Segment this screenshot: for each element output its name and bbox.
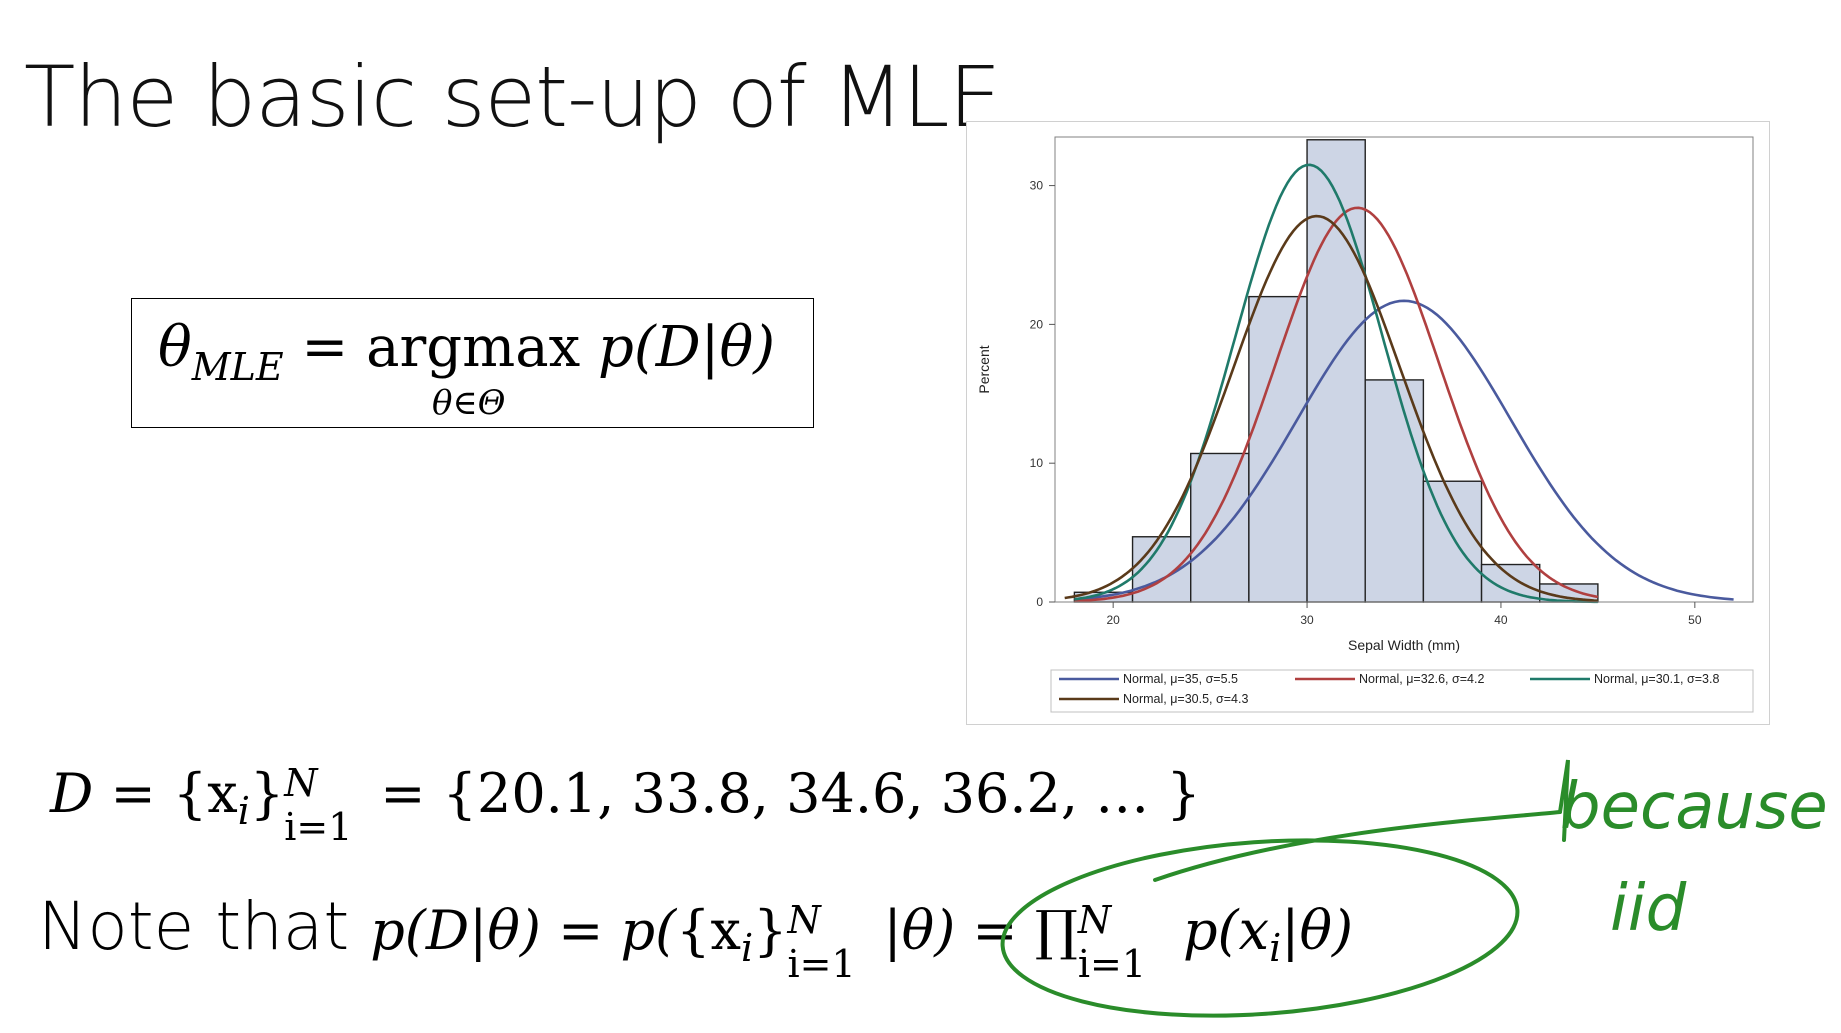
- histogram-chart-frame: 0 10 20 30 20 30 40 50 Percent Sepal Width (mm)…: [966, 121, 1770, 725]
- note-product-upper: N: [1077, 898, 1112, 942]
- x-tick-label: 40: [1494, 613, 1508, 627]
- legend-label-2: Normal, μ=32.6, σ=4.2: [1359, 672, 1484, 686]
- dataset-lower-limit: i=1: [284, 805, 353, 849]
- note-set-close: }: [753, 899, 788, 962]
- y-tick-label: 10: [1030, 456, 1044, 470]
- normal-curve-4: [1064, 214, 1598, 602]
- y-tick-label: 20: [1030, 317, 1044, 331]
- x-tick-label: 30: [1300, 613, 1314, 627]
- mle-equals: =: [283, 315, 367, 380]
- histogram-bar-8: [1480, 563, 1541, 603]
- x-axis-label: Sepal Width (mm): [1348, 637, 1460, 653]
- annotation-because: because: [1560, 770, 1828, 844]
- histogram-chart: 0 10 20 30 20 30 40 50 Percent Sepal Width (mm)…: [976, 136, 1754, 713]
- note-lead-text: Note that: [38, 888, 371, 965]
- normal-curve-2: [1074, 206, 1599, 603]
- x-tick-label: 20: [1106, 613, 1120, 627]
- note-product-symbol: = ∏: [955, 899, 1078, 962]
- dataset-index: i: [237, 789, 250, 833]
- dataset-lhs: D: [50, 762, 94, 825]
- legend-box: [1050, 669, 1754, 713]
- note-given-theta: |θ): [883, 899, 956, 962]
- arrow-stroke-ink: [1153, 810, 1562, 882]
- dataset-set-close: }: [249, 762, 285, 825]
- note-set-open: {x: [676, 899, 741, 962]
- mle-argmax-domain: θ∈Θ: [432, 383, 506, 423]
- note-term-close: |θ): [1281, 899, 1354, 962]
- histogram-bar-5: [1306, 139, 1366, 603]
- plot-area-border: [1054, 136, 1754, 603]
- slide-title: The basic set-up of MLE: [24, 48, 1002, 146]
- legend-label-4: Normal, μ=30.5, σ=4.3: [1123, 692, 1248, 706]
- y-tick-label: 0: [1036, 595, 1043, 609]
- histogram-bar-6: [1364, 379, 1425, 603]
- legend-label-1: Normal, μ=35, σ=5.5: [1123, 672, 1238, 686]
- dataset-upper-limit: N: [284, 761, 318, 805]
- y-axis-label: Percent: [976, 345, 992, 393]
- note-term-index: i: [1269, 926, 1282, 970]
- mle-lhs: θ: [158, 315, 192, 380]
- mle-definition-box: θMLE = argmax p(D|θ) θ∈Θ: [131, 298, 814, 428]
- note-lower-limit: i=1: [787, 942, 856, 986]
- mle-argmax: argmax: [366, 315, 581, 380]
- histogram-bar-3: [1190, 452, 1250, 603]
- normal-curve-1: [1074, 299, 1734, 601]
- product-circle-ink: [1000, 838, 1520, 1018]
- note-set-index: i: [740, 926, 754, 970]
- annotation-iid: iid: [1610, 872, 1687, 946]
- histogram-bar-4: [1248, 295, 1308, 603]
- mle-equation: θMLE = argmax p(D|θ): [158, 315, 775, 389]
- dataset-set-open: = {x: [93, 762, 238, 825]
- note-likelihood: p(D|θ) = p(: [370, 899, 677, 962]
- arrow-stem-ink: [1558, 759, 1570, 842]
- mle-rhs: p(D|θ): [598, 315, 776, 380]
- note-upper-limit: N: [787, 898, 821, 942]
- mle-lhs-subscript: MLE: [191, 345, 284, 389]
- note-term: p(x: [1165, 899, 1270, 962]
- y-tick-label: 30: [1030, 179, 1044, 193]
- normal-curve-3: [1074, 163, 1598, 604]
- note-product-lower: i=1: [1077, 942, 1146, 986]
- x-tick-label: 50: [1688, 613, 1702, 627]
- legend-label-3: Normal, μ=30.1, σ=3.8: [1594, 672, 1719, 686]
- dataset-values: = {20.1, 33.8, 34.6, 36.2, … }: [380, 762, 1201, 825]
